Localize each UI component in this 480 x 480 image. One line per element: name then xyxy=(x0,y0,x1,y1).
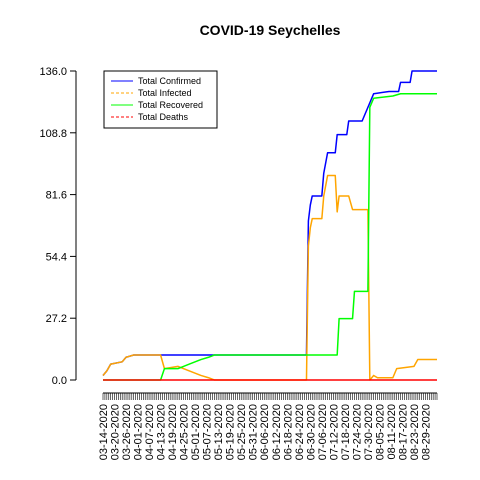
x-tick-label: 08-17-2020 xyxy=(397,404,409,460)
x-axis: 03-14-2020 03-20-2020 03-26-2020 04-01-2020… xyxy=(98,392,438,460)
x-tick-label: 07-30-2020 xyxy=(363,404,375,460)
legend-label: Total Recovered xyxy=(138,100,203,110)
x-tick-label: 07-12-2020 xyxy=(328,404,340,460)
y-tick-label: 27.2 xyxy=(46,313,67,325)
series-lines xyxy=(102,70,437,381)
x-tick-label: 05-25-2020 xyxy=(236,404,248,460)
x-tick-label: 05-19-2020 xyxy=(225,404,237,460)
legend-label: Total Deaths xyxy=(138,112,189,122)
x-tick-label: 04-25-2020 xyxy=(179,404,191,460)
x-tick-label: 04-19-2020 xyxy=(167,404,179,460)
x-tick-label: 03-14-2020 xyxy=(98,404,110,460)
x-tick-label: 05-07-2020 xyxy=(202,404,214,460)
x-tick-label: 06-30-2020 xyxy=(305,404,317,460)
y-tick-label: 81.6 xyxy=(46,190,67,202)
x-tick-label: 07-24-2020 xyxy=(351,404,363,460)
x-tick-label: 08-23-2020 xyxy=(409,404,421,460)
y-tick-label: 108.8 xyxy=(39,128,67,140)
x-tick-label: 03-20-2020 xyxy=(110,404,122,460)
x-tick-label: 05-01-2020 xyxy=(190,404,202,460)
x-tick-label: 03-26-2020 xyxy=(121,404,133,460)
legend-box xyxy=(103,70,218,129)
x-tick-label: 07-18-2020 xyxy=(340,404,352,460)
y-axis: 0.0 27.2 54.4 81.6 108.8 136.0 xyxy=(39,66,77,387)
x-tick-label: 08-05-2020 xyxy=(374,404,386,460)
chart-title: COVID-19 Seychelles xyxy=(200,22,341,38)
x-tick-label: 06-12-2020 xyxy=(271,404,283,460)
x-tick-label: 06-06-2020 xyxy=(259,404,271,460)
x-tick-label: 06-24-2020 xyxy=(294,404,306,460)
legend-label: Total Infected xyxy=(138,88,192,98)
x-tick-label: 04-01-2020 xyxy=(133,404,145,460)
x-tick-label: 04-07-2020 xyxy=(144,404,156,460)
legend: Total Confirmed Total Infected Total Recov… xyxy=(103,70,218,129)
y-tick-label: 0.0 xyxy=(52,375,67,387)
series-line-total-recovered xyxy=(103,92,437,381)
y-tick-label: 136.0 xyxy=(39,66,67,78)
x-tick-label: 08-29-2020 xyxy=(420,404,432,460)
legend-label: Total Confirmed xyxy=(138,76,201,86)
x-tick-label: 04-13-2020 xyxy=(156,404,168,460)
x-tick-label: 06-18-2020 xyxy=(282,404,294,460)
y-tick-label: 54.4 xyxy=(46,251,67,263)
x-tick-label: 08-11-2020 xyxy=(386,404,398,459)
x-tick-label: 07-06-2020 xyxy=(317,404,329,460)
x-tick-label: 05-13-2020 xyxy=(213,404,225,460)
x-tick-label: 05-31-2020 xyxy=(248,404,260,460)
series-line-total-infected xyxy=(102,174,437,381)
